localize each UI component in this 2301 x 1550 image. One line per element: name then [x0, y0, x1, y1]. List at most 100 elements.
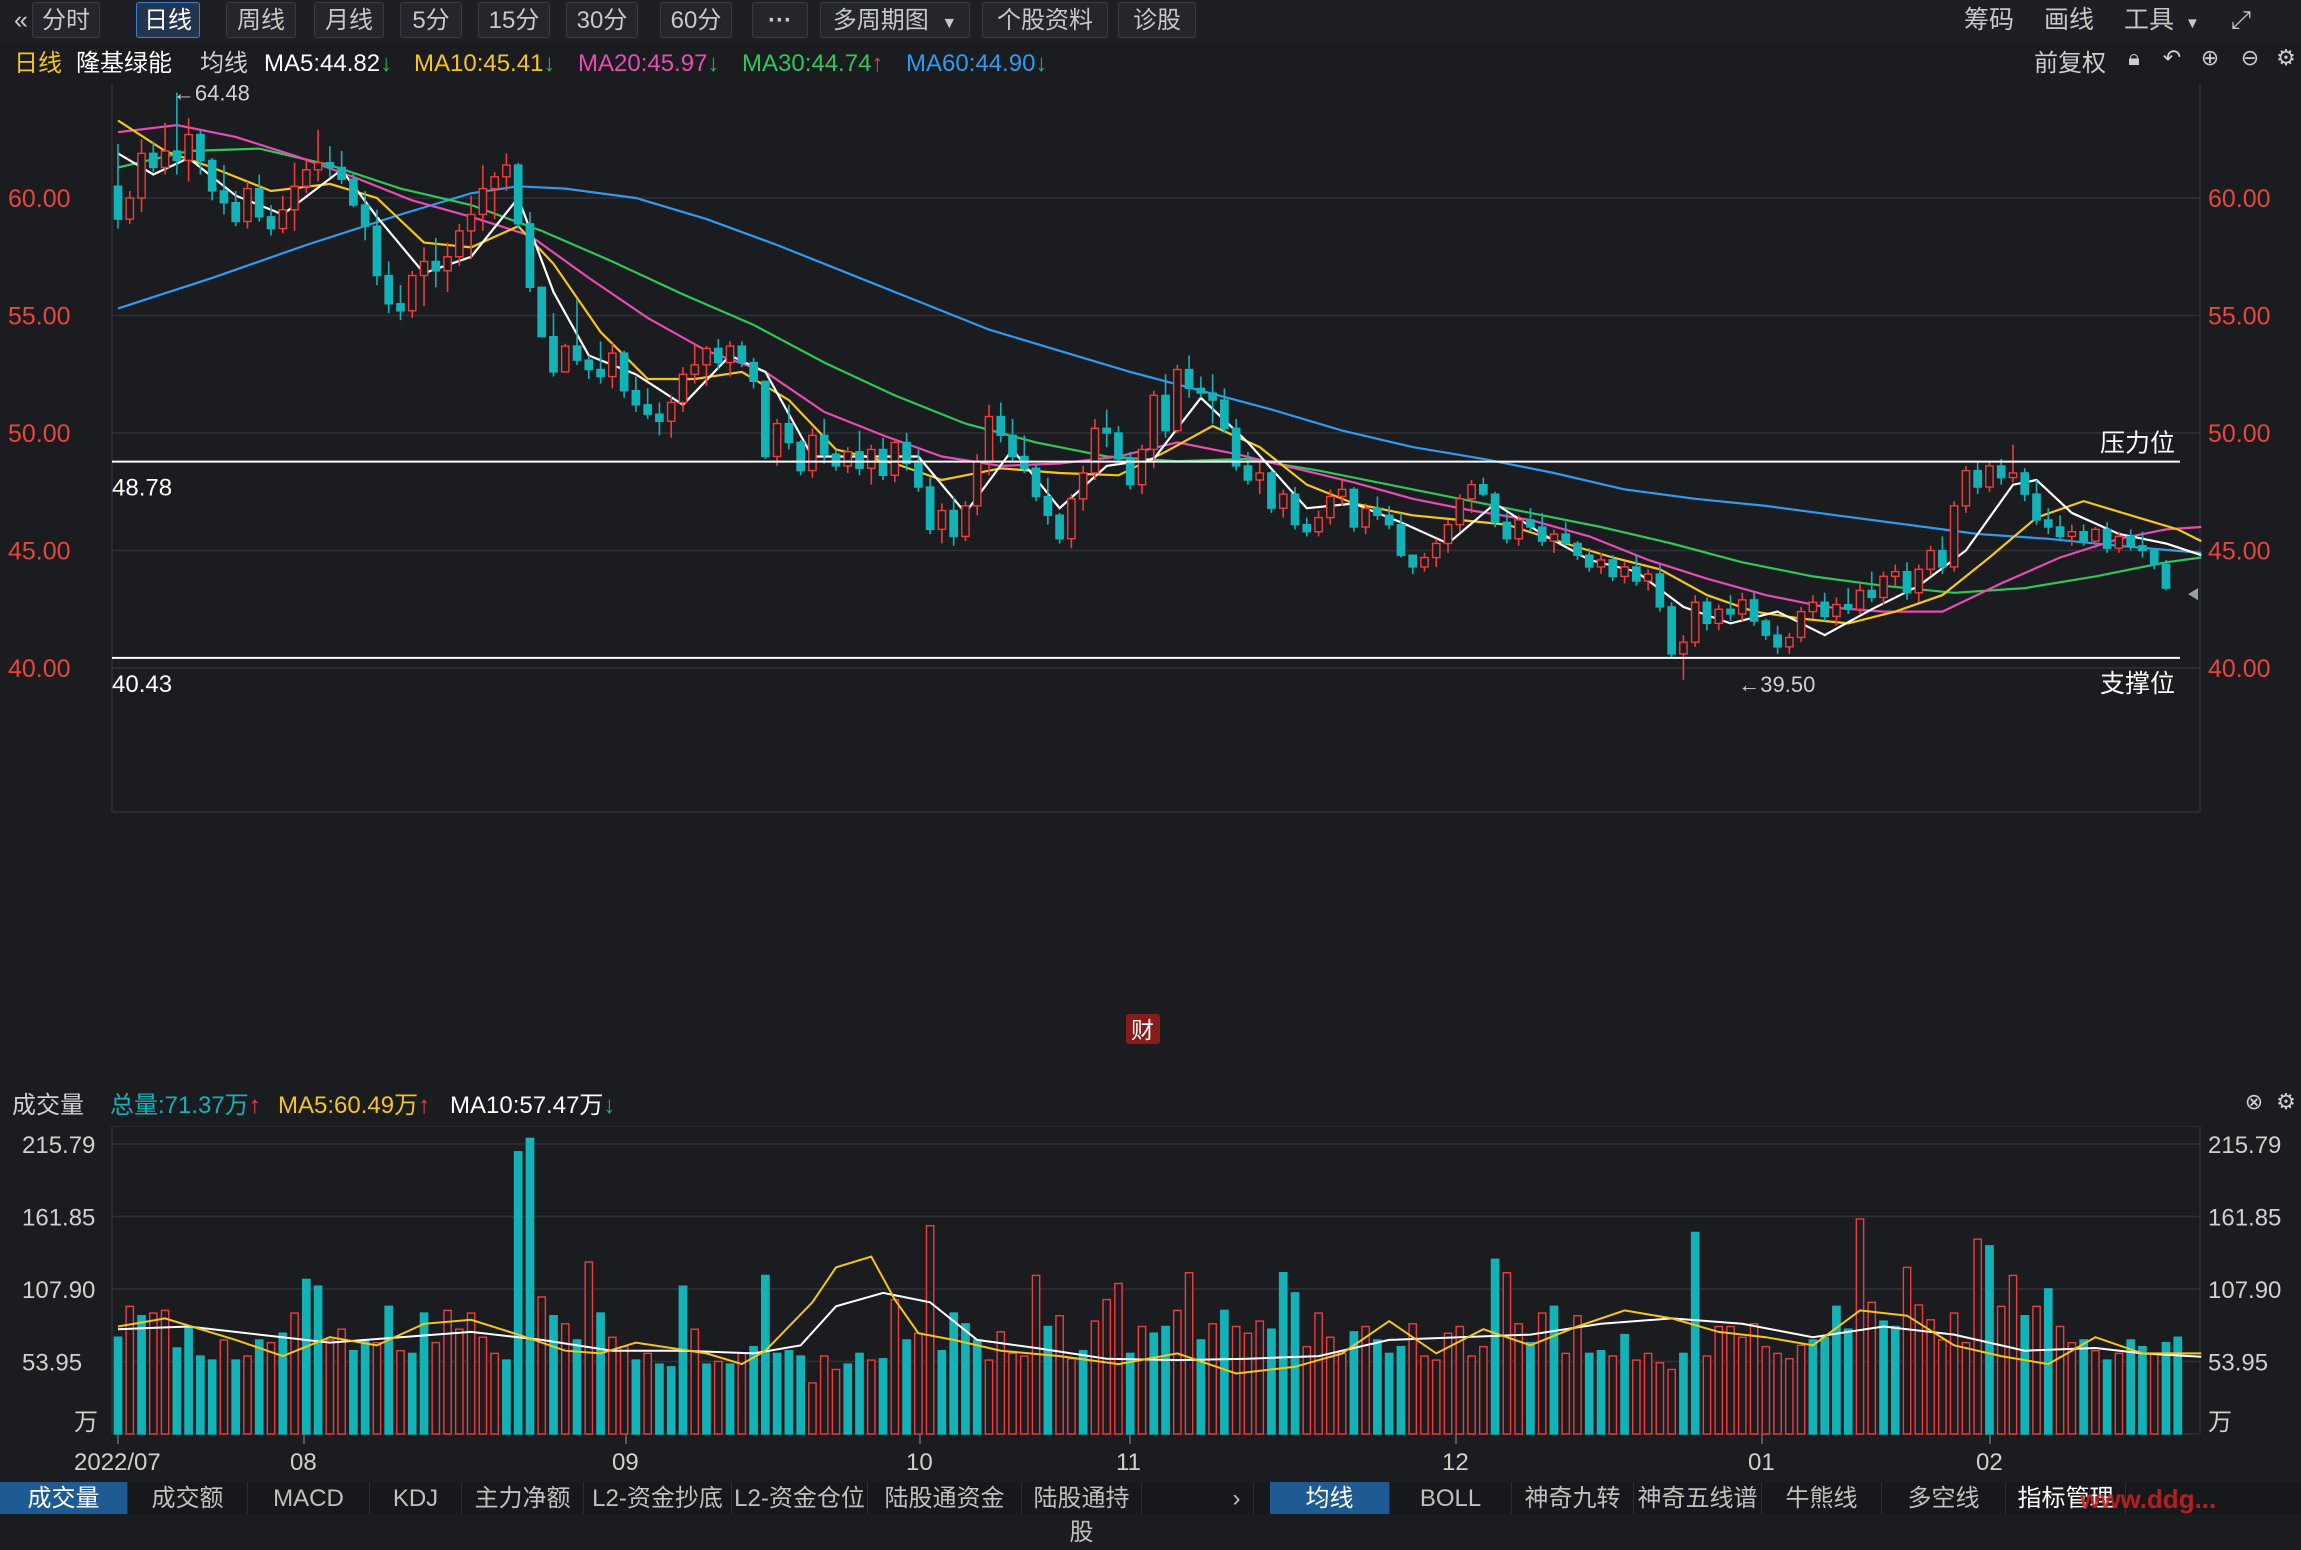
candle-body	[1455, 498, 1465, 526]
candle	[1643, 569, 1653, 591]
overlay-tab-5[interactable]: 牛熊线	[1762, 1482, 1882, 1514]
indicator-tabs: 成交量 成交额 MACD KDJ 主力净额 L2-资金抄底 L2-资金仓位 陆股通资金 陆股通持…	[0, 1482, 2301, 1546]
candle	[243, 181, 252, 229]
indicator-tab-2[interactable]: 成交额	[128, 1482, 248, 1514]
finance-badge[interactable]: 财	[1126, 1014, 1160, 1044]
volume-title[interactable]: 成交量	[12, 1092, 84, 1119]
tools-button[interactable]: 工具 ▼	[2124, 2, 2200, 38]
overlay-tab-2[interactable]: BOLL	[1390, 1482, 1512, 1514]
candle	[513, 162, 523, 229]
indicator-tab-8[interactable]: 陆股通资金	[868, 1482, 1022, 1514]
candle-body	[2032, 493, 2041, 521]
diagnose-button[interactable]: 诊股	[1118, 2, 1196, 38]
indicator-tab-1[interactable]: 成交量	[0, 1482, 128, 1514]
stock-info-button[interactable]: 个股资料	[982, 2, 1108, 38]
candle	[796, 440, 806, 476]
overlay-tab-3[interactable]: 神奇九转	[1512, 1482, 1634, 1514]
candle	[961, 501, 970, 542]
date-label: 01	[1748, 1449, 1775, 1476]
candle	[772, 418, 782, 466]
candle-body	[961, 505, 970, 538]
lock-icon[interactable]: 🔒︎	[2128, 45, 2140, 70]
adjust-button[interactable]: 前复权	[2034, 50, 2106, 77]
candle-body	[502, 164, 511, 178]
candle-body	[2126, 535, 2136, 547]
indicator-tab-4[interactable]: KDJ	[370, 1482, 462, 1514]
period-tab-1[interactable]: 分时	[32, 2, 100, 38]
candle	[466, 195, 476, 260]
gear-icon[interactable]: ⚙	[2276, 45, 2296, 70]
candle	[160, 122, 170, 175]
period-tab-8[interactable]: 60分	[660, 2, 732, 38]
period-tab-4[interactable]: 月线	[314, 2, 384, 38]
candle-body	[1325, 495, 1335, 519]
close-icon[interactable]: ⊗	[2244, 1089, 2264, 1114]
indicator-tab-5[interactable]: 主力净额	[462, 1482, 584, 1514]
candle	[1467, 480, 1476, 513]
gear-icon[interactable]: ⚙	[2276, 1089, 2296, 1114]
volume-bar	[196, 1355, 205, 1435]
price-chart[interactable]: 60.00 55.00 50.00 45.00 40.00 60.00 55.00 50.0…	[0, 84, 2301, 1074]
volume-bar	[407, 1352, 417, 1435]
volume-bar	[2149, 1352, 2159, 1435]
candle	[678, 367, 688, 412]
candle-body	[1773, 634, 1782, 648]
indicator-name[interactable]: 均线	[200, 50, 248, 77]
volume-bar	[2055, 1325, 2065, 1435]
indicator-tab-6[interactable]: L2-资金抄底	[584, 1482, 732, 1514]
overlay-tab-7[interactable]: 指标管理	[2006, 1482, 2126, 1514]
indicator-tab-7[interactable]: L2-资金仓位	[732, 1482, 868, 1514]
volume-bar	[1773, 1352, 1782, 1435]
date-label: 02	[1976, 1449, 2003, 1476]
candle	[207, 158, 217, 201]
overlay-tab-4[interactable]: 神奇五线谱	[1634, 1482, 1762, 1514]
period-tab-6[interactable]: 15分	[478, 2, 550, 38]
candle-body	[678, 373, 688, 404]
fullscreen-icon[interactable]: ⤢	[2230, 6, 2251, 34]
chips-button[interactable]: 筹码	[1964, 6, 2015, 34]
volume-bar	[443, 1309, 452, 1435]
volume-bar	[1008, 1352, 1017, 1435]
candle	[1278, 489, 1288, 518]
candle	[1584, 548, 1594, 572]
candle-body	[1349, 488, 1359, 528]
indicator-tab-9[interactable]: 陆股通持股	[1022, 1482, 1142, 1546]
candle-body	[914, 462, 923, 488]
candle	[1337, 480, 1347, 506]
volume-bar	[490, 1352, 499, 1435]
volume-bar	[1949, 1312, 1959, 1435]
overlay-tab-6[interactable]: 多空线	[1882, 1482, 2006, 1514]
undo-icon[interactable]: ↶	[2162, 45, 2182, 70]
overlay-tab-1[interactable]: 均线	[1270, 1482, 1390, 1514]
arrow-up-icon: ↑	[248, 1092, 261, 1119]
period-tab-5[interactable]: 5分	[400, 2, 462, 38]
candle	[666, 395, 676, 438]
ma10-line	[117, 119, 2202, 625]
zoom-in-icon[interactable]: ⊕	[2200, 45, 2220, 70]
candle	[1843, 588, 1853, 614]
period-tab-7[interactable]: 30分	[566, 2, 638, 38]
volume_ma5-line	[117, 1255, 2202, 1375]
candle-body	[2067, 531, 2077, 538]
multi-period-button[interactable]: 多周期图 ▼	[820, 2, 970, 38]
indicator-tab-3[interactable]: MACD	[248, 1482, 370, 1514]
tabs-scroll-right-icon[interactable]: ›	[1220, 1482, 1254, 1514]
current-price-marker	[2188, 588, 2198, 601]
candle	[808, 428, 817, 478]
more-button[interactable]: ···	[752, 2, 808, 38]
back-icon[interactable]: «	[14, 6, 28, 34]
candle	[1879, 571, 1888, 605]
volume-chart[interactable]: 215.79 161.85 107.90 53.95 万 215.79 161.85 107…	[0, 1126, 2301, 1482]
period-tab-2[interactable]: 日线	[136, 2, 200, 38]
candle	[372, 209, 382, 285]
draw-line-button[interactable]: 画线	[2044, 6, 2095, 34]
candle	[1890, 564, 1900, 586]
candle-body	[419, 260, 429, 277]
period-tab-3[interactable]: 周线	[226, 2, 296, 38]
zoom-out-icon[interactable]: ⊖	[2240, 45, 2260, 70]
candle	[172, 92, 182, 175]
candle	[443, 242, 452, 292]
volume-bar	[1914, 1304, 1924, 1435]
candle-body	[1361, 507, 1370, 528]
volume-bar	[466, 1312, 476, 1435]
